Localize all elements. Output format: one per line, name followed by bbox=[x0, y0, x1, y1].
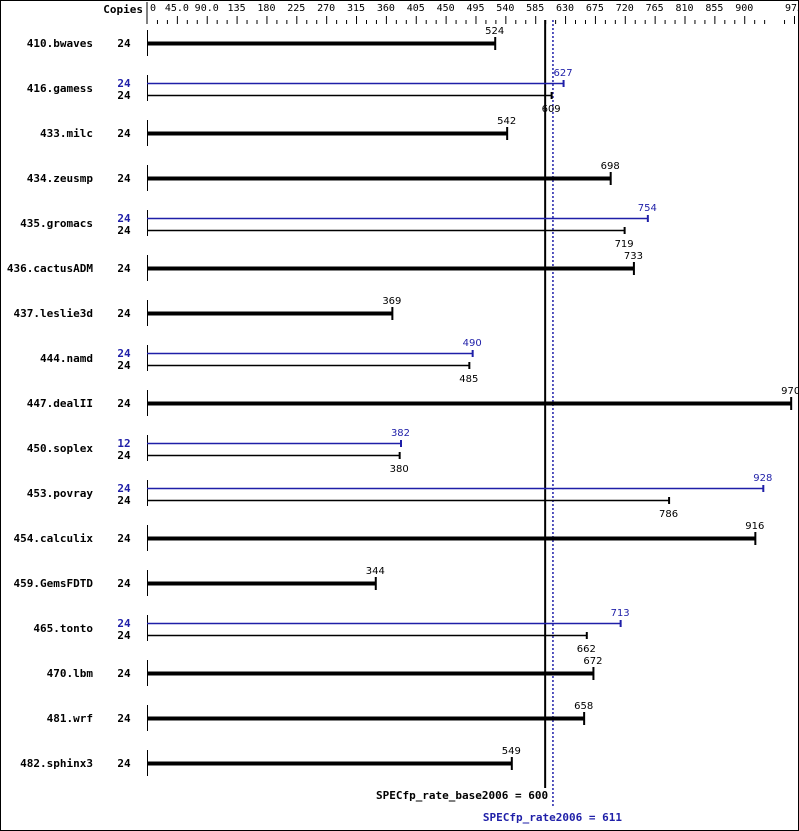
base-copies: 24 bbox=[117, 262, 131, 275]
base-copies: 24 bbox=[117, 494, 131, 507]
x-tick-label: 495 bbox=[466, 3, 484, 14]
base-value-label: 698 bbox=[601, 161, 620, 172]
x-tick-label: 675 bbox=[586, 3, 604, 14]
benchmark-label: 436.cactusADM bbox=[7, 262, 93, 275]
benchmark-label: 437.leslie3d bbox=[14, 307, 93, 320]
base-copies: 24 bbox=[117, 37, 131, 50]
x-tick-label: 45.0 bbox=[165, 3, 189, 14]
base-copies: 24 bbox=[117, 172, 131, 185]
base-value-label: 916 bbox=[745, 521, 764, 532]
base-value-label: 369 bbox=[382, 296, 401, 307]
peak-value-label: 754 bbox=[638, 203, 657, 214]
base-value-label: 549 bbox=[502, 746, 521, 757]
x-tick-label: 450 bbox=[437, 3, 455, 14]
benchmark-label: 434.zeusmp bbox=[27, 172, 94, 185]
copies-header: Copies bbox=[103, 3, 143, 16]
x-tick-label: 900 bbox=[735, 3, 753, 14]
base-copies: 24 bbox=[117, 89, 131, 102]
base-copies: 24 bbox=[117, 449, 131, 462]
benchmark-label: 447.dealII bbox=[27, 397, 93, 410]
x-tick-label: 225 bbox=[287, 3, 305, 14]
peak-reference-label: SPECfp_rate2006 = 611 bbox=[483, 811, 622, 824]
base-value-label: 380 bbox=[390, 464, 409, 475]
x-tick-label: 855 bbox=[705, 3, 723, 14]
benchmark-label: 470.lbm bbox=[47, 667, 94, 680]
base-value-label: 970 bbox=[781, 386, 799, 397]
peak-value-label: 627 bbox=[554, 68, 573, 79]
peak-value-label: 928 bbox=[753, 473, 772, 484]
base-value-label: 524 bbox=[485, 26, 504, 37]
base-copies: 24 bbox=[117, 629, 131, 642]
base-value-label: 542 bbox=[497, 116, 516, 127]
x-tick-label: 975 bbox=[785, 3, 799, 14]
base-copies: 24 bbox=[117, 577, 131, 590]
x-tick-label: 810 bbox=[675, 3, 693, 14]
peak-copies: 24 bbox=[117, 212, 131, 225]
base-value-label: 658 bbox=[574, 701, 593, 712]
benchmark-label: 450.soplex bbox=[27, 442, 94, 455]
peak-value-label: 490 bbox=[463, 338, 482, 349]
base-copies: 24 bbox=[117, 397, 131, 410]
base-copies: 24 bbox=[117, 757, 131, 770]
x-tick-label: 90.0 bbox=[195, 3, 219, 14]
benchmark-label: 410.bwaves bbox=[27, 37, 93, 50]
peak-copies: 24 bbox=[117, 617, 131, 630]
benchmark-label: 453.povray bbox=[27, 487, 94, 500]
base-copies: 24 bbox=[117, 359, 131, 372]
base-copies: 24 bbox=[117, 127, 131, 140]
x-tick-label: 315 bbox=[347, 3, 365, 14]
x-tick-label: 405 bbox=[407, 3, 425, 14]
base-value-label: 719 bbox=[615, 239, 634, 250]
x-tick-label: 360 bbox=[377, 3, 395, 14]
peak-copies: 12 bbox=[117, 437, 130, 450]
x-tick-label: 765 bbox=[646, 3, 664, 14]
peak-copies: 24 bbox=[117, 482, 131, 495]
benchmark-label: 416.gamess bbox=[27, 82, 93, 95]
base-value-label: 662 bbox=[577, 644, 596, 655]
x-tick-label: 270 bbox=[317, 3, 335, 14]
x-tick-label: 180 bbox=[257, 3, 275, 14]
peak-copies: 24 bbox=[117, 347, 131, 360]
base-value-label: 485 bbox=[459, 374, 478, 385]
peak-copies: 24 bbox=[117, 77, 131, 90]
benchmark-label: 435.gromacs bbox=[20, 217, 93, 230]
base-copies: 24 bbox=[117, 712, 131, 725]
base-reference-label: SPECfp_rate_base2006 = 600 bbox=[376, 789, 548, 802]
base-copies: 24 bbox=[117, 224, 131, 237]
benchmark-label: 444.namd bbox=[40, 352, 93, 365]
peak-value-label: 382 bbox=[391, 428, 410, 439]
benchmark-label: 465.tonto bbox=[33, 622, 93, 635]
base-value-label: 672 bbox=[583, 656, 602, 667]
base-value-label: 733 bbox=[624, 251, 643, 262]
benchmark-label: 482.sphinx3 bbox=[20, 757, 93, 770]
benchmark-label: 459.GemsFDTD bbox=[14, 577, 94, 590]
base-copies: 24 bbox=[117, 667, 131, 680]
benchmark-label: 454.calculix bbox=[14, 532, 94, 545]
base-value-label: 344 bbox=[366, 566, 385, 577]
base-copies: 24 bbox=[117, 532, 131, 545]
benchmark-label: 433.milc bbox=[40, 127, 93, 140]
base-value-label: 609 bbox=[542, 104, 561, 115]
x-tick-label: 630 bbox=[556, 3, 574, 14]
base-copies: 24 bbox=[117, 307, 131, 320]
benchmark-label: 481.wrf bbox=[47, 712, 93, 725]
peak-value-label: 713 bbox=[611, 608, 630, 619]
x-tick-label: 540 bbox=[496, 3, 514, 14]
x-tick-label: 135 bbox=[228, 3, 246, 14]
x-tick-label: 585 bbox=[526, 3, 544, 14]
x-tick-label: 720 bbox=[616, 3, 634, 14]
x-tick-label: 0 bbox=[150, 3, 156, 14]
base-value-label: 786 bbox=[659, 509, 678, 520]
